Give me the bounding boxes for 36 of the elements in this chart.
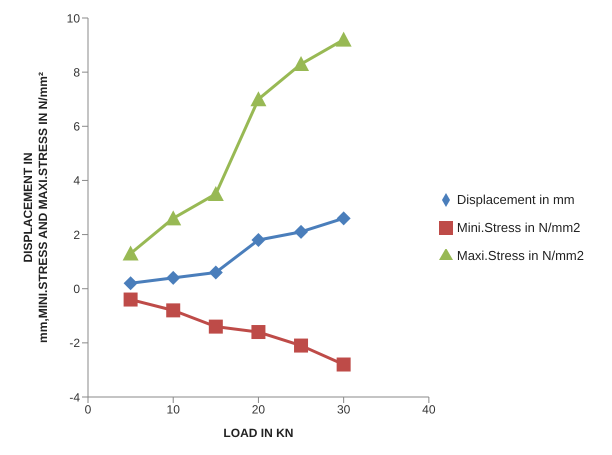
y-axis-title: DISPLACEMENT IN mm,MINI.STRESS AND MAXI.STRESS IN N/mm² [21,72,50,343]
point [208,186,224,201]
y-tick-label: 8 [73,65,80,80]
point [122,246,139,261]
x-tick-label: 10 [166,402,180,417]
point [208,320,223,334]
x-tick-label: 0 [84,402,92,417]
point [124,292,138,307]
point [124,276,138,290]
y-tick-label: -2 [69,336,80,350]
legend-label: Maxi.Stress in N/mm2 [456,248,584,262]
point [251,232,266,247]
y-tick-label: -4 [69,390,80,404]
point [166,270,180,285]
y-tick-label: 4 [73,174,80,188]
point [166,303,180,318]
x-axis-title: LOAD IN KN [223,426,294,440]
point [336,32,352,47]
point [293,56,310,72]
point [336,358,351,372]
point [294,224,308,239]
y-tick-label: 10 [66,11,80,26]
y-tick-label: 2 [73,228,80,242]
point [294,338,308,353]
point [251,325,266,340]
point [336,211,351,226]
x-tick-label: 30 [336,402,351,417]
legend-label: Mini.Stress in N/mm2 [456,220,580,234]
x-tick-label: 40 [422,402,436,417]
y-tick-label: 6 [73,120,80,134]
point [208,265,223,280]
point [165,210,182,226]
x-tick-label: 20 [252,402,266,417]
y-tick-label: 0 [73,282,80,296]
point [250,91,266,106]
legend-label: Displacement in mm [456,192,575,206]
